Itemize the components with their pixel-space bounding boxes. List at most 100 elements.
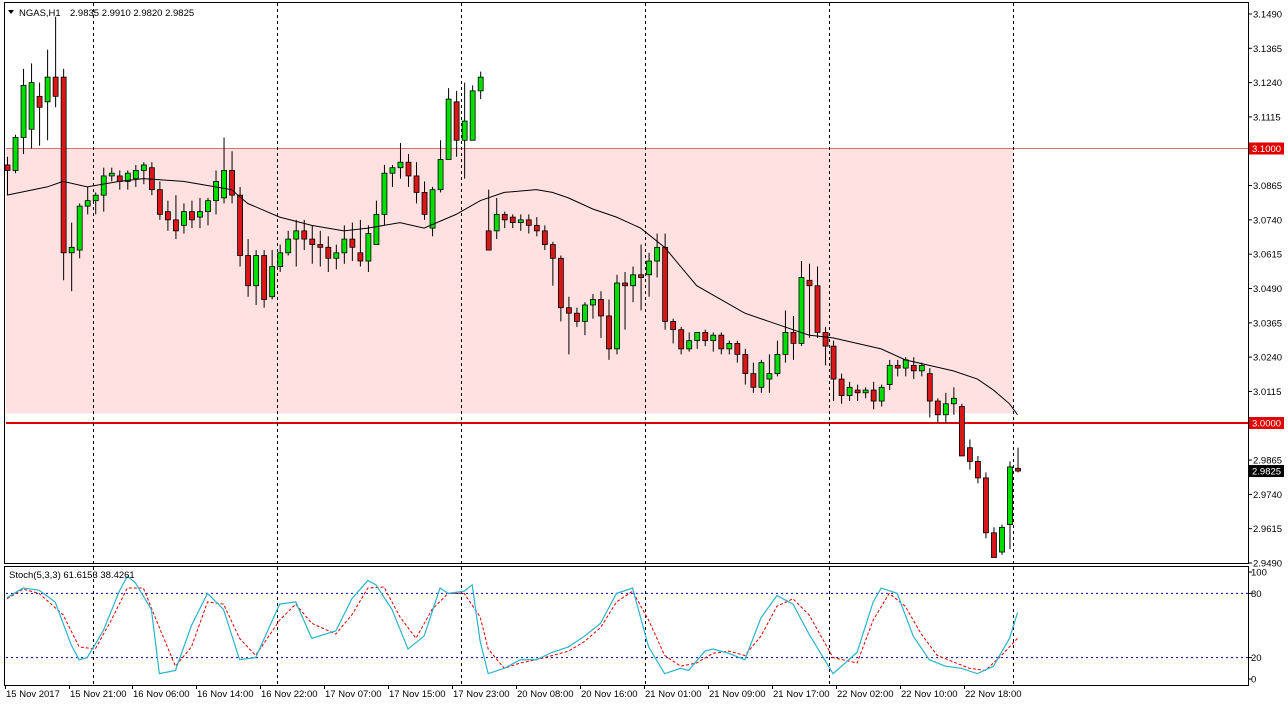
candle bbox=[750, 362, 757, 393]
candle-body bbox=[76, 205, 83, 251]
price-tick-label: 2.9740 bbox=[1253, 490, 1282, 501]
candle-body bbox=[983, 477, 989, 534]
candle-body bbox=[910, 364, 917, 372]
candle-body bbox=[678, 329, 685, 350]
candle bbox=[301, 219, 308, 251]
current-price-tag: 2.9825 bbox=[1249, 465, 1284, 478]
candle bbox=[830, 340, 837, 402]
candle bbox=[894, 359, 901, 377]
candle-body bbox=[36, 95, 43, 108]
candle bbox=[205, 197, 211, 226]
candle-body bbox=[525, 219, 532, 226]
price-tick-label: 3.1115 bbox=[1253, 112, 1281, 123]
candle-body bbox=[389, 167, 396, 174]
candle-body bbox=[774, 353, 781, 374]
candle bbox=[429, 186, 436, 237]
candle-body bbox=[854, 389, 861, 394]
candle-body bbox=[357, 252, 364, 262]
candle bbox=[405, 153, 412, 187]
candle-body bbox=[517, 219, 524, 224]
candle bbox=[862, 387, 869, 399]
level-price-tag: 3.1000 bbox=[1249, 142, 1284, 155]
candle-body bbox=[582, 304, 588, 322]
candle-body bbox=[967, 447, 973, 462]
price-tick-label: 3.0365 bbox=[1253, 318, 1282, 329]
candle-body bbox=[421, 192, 428, 215]
price-axis: 3.14903.13653.12403.11153.09903.08653.07… bbox=[1248, 9, 1282, 570]
stoch-tick-label: 20 bbox=[1251, 653, 1262, 664]
stoch-levels bbox=[6, 592, 1248, 659]
candle-body bbox=[4, 164, 11, 171]
candle bbox=[646, 252, 652, 297]
candle-body bbox=[830, 345, 837, 380]
candle-body bbox=[614, 282, 620, 350]
candle bbox=[493, 197, 500, 240]
candle bbox=[541, 225, 548, 251]
moving-average-line bbox=[6, 178, 1018, 416]
candle bbox=[606, 299, 612, 360]
candle-body bbox=[574, 312, 580, 322]
candle bbox=[309, 225, 316, 264]
candle-body bbox=[84, 200, 91, 207]
candle-body bbox=[533, 224, 540, 232]
candle bbox=[950, 387, 957, 415]
candle-body bbox=[301, 230, 308, 240]
candle-body bbox=[557, 257, 564, 309]
dropdown-triangle-icon[interactable] bbox=[8, 10, 14, 14]
candle bbox=[453, 90, 460, 157]
candle-body bbox=[309, 238, 316, 245]
time-tick-label: 21 Nov 01:00 bbox=[645, 689, 702, 700]
stoch-tick-label: 0 bbox=[1251, 675, 1256, 686]
candle-body bbox=[838, 378, 845, 396]
candle-body bbox=[870, 389, 877, 402]
candle bbox=[92, 192, 99, 215]
candle bbox=[975, 455, 981, 484]
candle-body bbox=[325, 246, 332, 259]
price-tick-label: 2.9490 bbox=[1253, 559, 1282, 570]
price-tick-label: 3.0490 bbox=[1253, 284, 1282, 295]
candle-body bbox=[991, 532, 997, 558]
support-resistance-zone bbox=[6, 148, 1013, 414]
candle-body bbox=[221, 170, 227, 199]
candle bbox=[622, 272, 628, 330]
candle-body bbox=[806, 279, 813, 287]
candle-body bbox=[782, 332, 789, 355]
candle bbox=[477, 71, 484, 100]
candle-body bbox=[124, 172, 131, 182]
candle-body bbox=[566, 307, 572, 314]
candle bbox=[84, 186, 91, 215]
candle-body bbox=[950, 397, 957, 405]
candle-body bbox=[878, 386, 885, 402]
candle-body bbox=[317, 244, 324, 248]
price-tick-label: 3.0740 bbox=[1253, 215, 1282, 226]
candle-body bbox=[333, 252, 340, 259]
candle-body bbox=[253, 255, 260, 287]
candle-body bbox=[365, 233, 372, 262]
candle-body bbox=[116, 175, 123, 182]
candle-body bbox=[999, 526, 1005, 553]
candle bbox=[325, 236, 332, 273]
candle-body bbox=[429, 189, 436, 229]
candle bbox=[798, 261, 805, 347]
candle bbox=[942, 392, 949, 423]
candle bbox=[445, 88, 452, 160]
price-tick-label: 3.1490 bbox=[1253, 9, 1282, 20]
candle bbox=[261, 250, 268, 308]
candle-body bbox=[132, 170, 139, 180]
candle-body bbox=[934, 400, 941, 416]
candle-body bbox=[92, 194, 99, 202]
candle-body bbox=[277, 252, 284, 267]
price-tick-label: 3.0615 bbox=[1253, 250, 1282, 261]
candle-body bbox=[975, 461, 981, 479]
time-tick-label: 22 Nov 18:00 bbox=[965, 689, 1022, 700]
stoch-axis: 0 20 80 100 bbox=[1248, 568, 1267, 686]
candle bbox=[854, 384, 861, 402]
candle-body bbox=[766, 373, 773, 380]
candle-body bbox=[52, 76, 59, 97]
candle bbox=[389, 164, 396, 187]
candle bbox=[277, 244, 284, 273]
candle-body bbox=[413, 175, 420, 193]
candle bbox=[341, 225, 348, 264]
candle-body bbox=[341, 238, 348, 254]
